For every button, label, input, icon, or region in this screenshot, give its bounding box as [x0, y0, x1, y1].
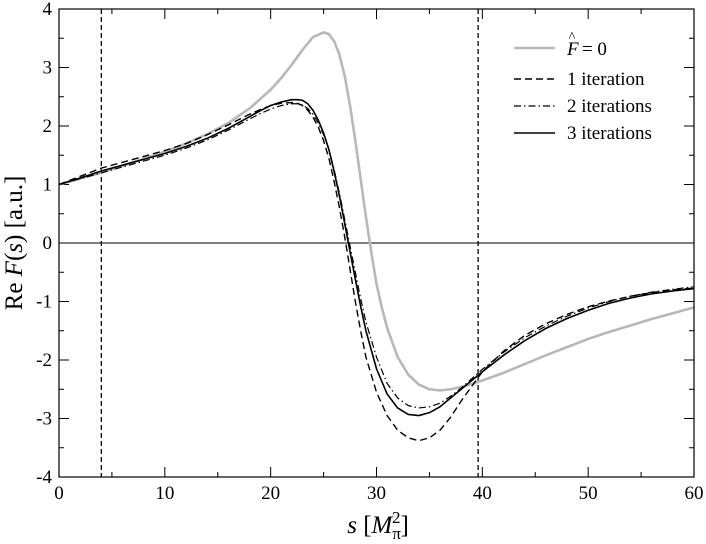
- y-title-arg: s: [1, 243, 28, 253]
- legend-label-1-iteration: 1 iteration: [567, 69, 645, 90]
- x-tick-label: 20: [261, 483, 280, 504]
- x-tick-labels: 0 10 20 30 40 50 60: [54, 483, 703, 504]
- legend-label-fhat: F^ = 0: [566, 30, 607, 60]
- x-title-sym: M: [371, 512, 394, 539]
- plot-frame: [58, 8, 695, 478]
- legend: F^ = 0 1 iteration 2 iterations 3 iterat…: [514, 30, 652, 144]
- y-title-re: Re: [1, 276, 28, 310]
- y-tick-label: -2: [36, 350, 52, 371]
- x-tick-label: 60: [685, 483, 704, 504]
- x-axis-title: s [Mπ2]: [347, 508, 409, 543]
- y-tick-label: -4: [36, 467, 52, 488]
- x-tick-label: 50: [579, 483, 598, 504]
- y-tick-label: -3: [36, 409, 52, 430]
- y-axis-title: Re F(s) [a.u.]: [1, 176, 28, 311]
- x-title-var: s: [347, 512, 357, 539]
- x-tick-label: 0: [54, 483, 64, 504]
- x-title-open: [: [357, 512, 372, 539]
- legend-fhat-rest: = 0: [577, 39, 607, 60]
- y-tick-label: 3: [43, 58, 53, 79]
- series-line-2-iterations: [58, 103, 695, 409]
- series-line-1-iteration: [58, 101, 695, 442]
- y-tick-label: 1: [43, 175, 53, 196]
- x-tick-label: 40: [473, 483, 492, 504]
- y-title-fn: F: [1, 260, 28, 277]
- y-tick-label: -1: [36, 292, 52, 313]
- y-tick-label: 2: [43, 116, 53, 137]
- x-title-close: ]: [400, 512, 408, 539]
- legend-label-3-iterations: 3 iterations: [567, 123, 652, 144]
- x-title-sub: π: [392, 524, 401, 543]
- y-title-lp: (: [1, 253, 28, 261]
- y-title-rp: ): [1, 235, 28, 243]
- y-title-unit: [a.u.]: [1, 176, 28, 235]
- legend-label-2-iterations: 2 iterations: [567, 96, 652, 117]
- reference-lines: [59, 9, 694, 477]
- series-layer: [58, 31, 695, 442]
- legend-fhat-sym: F: [566, 39, 579, 60]
- y-tick-labels: -4 -3 -2 -1 0 1 2 3 4: [36, 0, 52, 488]
- x-title-sup: 2: [392, 508, 401, 527]
- legend-fhat-hat: ^: [569, 30, 576, 45]
- y-tick-label: 0: [43, 233, 53, 254]
- x-tick-label: 10: [155, 483, 174, 504]
- series-line-fhat-zero: [58, 31, 695, 392]
- x-tick-label: 30: [367, 483, 386, 504]
- y-tick-label: 4: [43, 0, 53, 20]
- series-line-3-iterations: [58, 98, 695, 417]
